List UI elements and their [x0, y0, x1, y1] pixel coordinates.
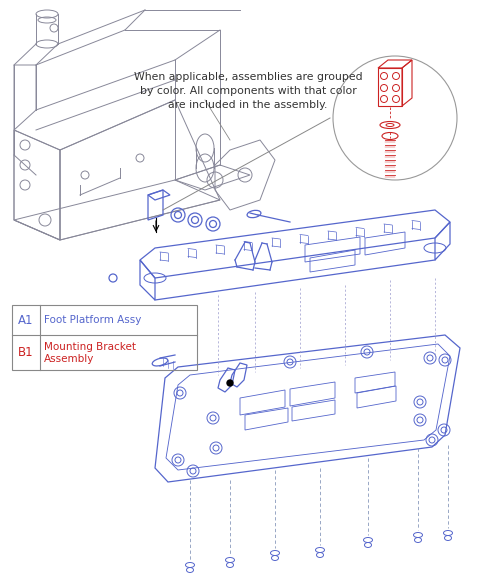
Circle shape: [227, 380, 233, 386]
Text: A1: A1: [18, 313, 34, 326]
Text: Foot Platform Assy: Foot Platform Assy: [44, 315, 142, 325]
Text: When applicable, assemblies are grouped
by color. All components with that color: When applicable, assemblies are grouped …: [134, 72, 362, 110]
Text: Mounting Bracket
Assembly: Mounting Bracket Assembly: [44, 342, 136, 364]
Text: B1: B1: [18, 346, 34, 359]
